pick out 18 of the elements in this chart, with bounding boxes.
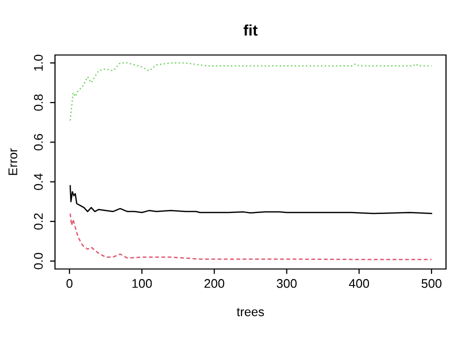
x-tick-label: 200 — [204, 279, 224, 288]
y-tick-label: 0.0 — [34, 252, 43, 270]
y-tick-label: 0.2 — [34, 213, 43, 230]
line-series — [70, 185, 432, 214]
x-tick-label: 0 — [66, 279, 72, 288]
x-tick-label: 500 — [422, 279, 442, 288]
y-tick-label: 0.8 — [34, 94, 43, 111]
line-series — [70, 212, 432, 260]
y-axis-title: Error — [8, 148, 18, 175]
y-tick-label: 0.6 — [34, 134, 43, 150]
x-tick-label: 300 — [276, 279, 297, 288]
y-tick-label: 1.0 — [34, 54, 43, 71]
y-tick-label: 0.4 — [34, 173, 43, 190]
x-tick-label: 100 — [132, 279, 152, 288]
x-tick-label: 400 — [348, 279, 370, 288]
line-series — [70, 62, 432, 122]
x-axis-title: trees — [236, 308, 264, 316]
chart-title: fit — [244, 24, 258, 36]
